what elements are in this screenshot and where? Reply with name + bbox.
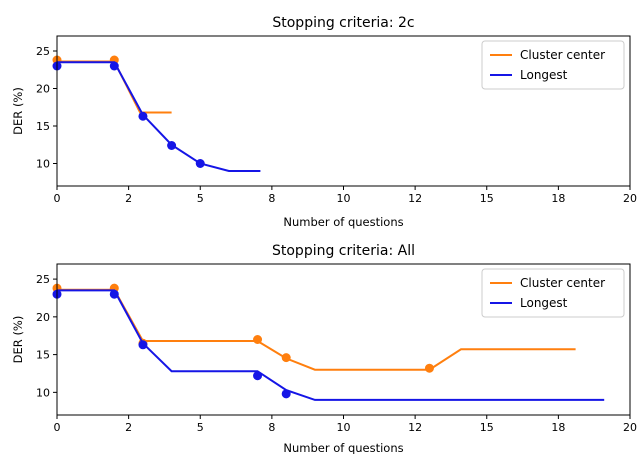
chart2-longest-point-2	[138, 340, 148, 350]
chart1-x-tick-label-8: 20	[623, 192, 637, 205]
chart2-cluster-center-point-3	[253, 335, 263, 344]
chart2-cluster-center-point-4	[281, 353, 291, 363]
chart2-longest-line	[57, 289, 605, 401]
chart2-y-tick-label-3: 25	[36, 273, 50, 286]
chart1-y-axis-label: DER (%)	[11, 87, 25, 135]
chart1-x-tick-label-6: 15	[480, 192, 494, 205]
chart2-x-tick-label-7: 18	[551, 421, 565, 434]
chart1-x-tick-label-4: 10	[337, 192, 351, 205]
chart1-y-tick-label-0: 10	[36, 158, 50, 171]
chart2-x-tick-label-5: 12	[408, 421, 422, 434]
chart1-longest-point-2	[138, 111, 148, 121]
chart2-title: Stopping criteria: All	[272, 243, 415, 259]
chart2-y-tick-label-2: 20	[36, 311, 50, 324]
chart1-x-tick-label-7: 18	[551, 192, 565, 205]
chart2-y-axis-label: DER (%)	[11, 316, 25, 364]
chart1-x-tick-label-1: 2	[125, 192, 132, 205]
chart2-longest-point-1	[109, 289, 119, 299]
chart2-y-tick-label-0: 10	[36, 386, 50, 399]
chart2-x-axis-label: Number of questions	[283, 441, 403, 454]
chart1-longest-point-4	[195, 159, 205, 168]
chart1-legend-cluster-center-label: Cluster center	[520, 48, 605, 62]
chart2-x-tick-label-8: 20	[623, 421, 637, 434]
chart2-x-tick-label-3: 8	[268, 421, 275, 434]
chart2-x-tick-label-1: 2	[125, 421, 132, 434]
chart1-x-tick-label-0: 0	[54, 192, 61, 205]
chart2-x-tick-label-2: 5	[197, 421, 204, 434]
chart1-x-tick-label-2: 5	[197, 192, 204, 205]
chart2-y-tick-label-1: 15	[36, 349, 50, 362]
chart1-x-tick-label-3: 8	[268, 192, 275, 205]
chart1-x-axis-label: Number of questions	[283, 215, 403, 229]
chart1-legend-longest-label: Longest	[520, 68, 568, 82]
chart1-legend-box	[481, 40, 625, 90]
chart2-longest-point-4	[281, 389, 291, 399]
chart2-x-tick-label-6: 15	[480, 421, 494, 434]
chart1-title: Stopping criteria: 2c	[272, 15, 414, 31]
chart2-legend-box	[481, 268, 625, 318]
chart1-longest-line	[57, 61, 261, 172]
chart2-x-tick-label-4: 10	[337, 421, 351, 434]
chart2-cluster-center-point-5	[424, 363, 434, 373]
chart2-x-tick-label-0: 0	[54, 421, 61, 434]
chart1-y-tick-label-1: 15	[36, 120, 50, 133]
chart1-y-tick-label-3: 25	[36, 45, 50, 58]
chart1-longest-point-1	[109, 61, 119, 71]
chart2-legend-cluster-center-label: Cluster center	[520, 276, 605, 290]
chart2-longest-point-3	[253, 371, 263, 381]
chart2-legend-longest-label: Longest	[520, 296, 568, 310]
chart1-longest-point-3	[167, 141, 177, 150]
chart1-y-tick-label-2: 20	[36, 83, 50, 96]
chart1-x-tick-label-5: 12	[408, 192, 422, 205]
